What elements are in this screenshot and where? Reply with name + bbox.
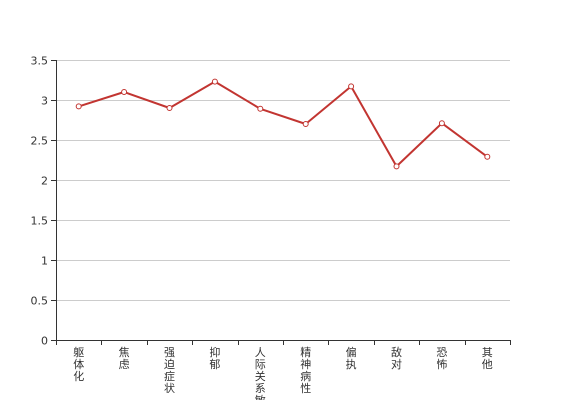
data-point[interactable] xyxy=(484,153,491,160)
y-tick-label: 0 xyxy=(41,335,48,348)
grid-lines xyxy=(56,60,510,301)
y-tick-label: 3 xyxy=(41,95,48,108)
x-tick-label: 精神病性 xyxy=(300,346,311,395)
data-point[interactable] xyxy=(121,89,128,95)
y-tick-label: 3.5 xyxy=(31,55,49,68)
data-points xyxy=(75,78,491,170)
x-tick-label: 焦虑 xyxy=(119,346,130,371)
x-tick-label: 躯体化 xyxy=(73,346,84,383)
series-line-0 xyxy=(77,80,489,168)
axes xyxy=(51,60,511,345)
x-tick-label: 人际关系敏感 xyxy=(255,346,266,400)
y-tick-label: 0.5 xyxy=(31,295,49,308)
y-tick-label: 1.5 xyxy=(31,215,49,228)
data-point[interactable] xyxy=(211,78,218,85)
y-tick-label: 2.5 xyxy=(31,135,49,148)
x-tick-label: 敌对 xyxy=(391,345,402,371)
data-point[interactable] xyxy=(257,105,264,112)
data-point[interactable] xyxy=(302,121,309,127)
data-point[interactable] xyxy=(166,105,173,111)
data-point[interactable] xyxy=(348,83,355,90)
x-tick-label: 恐怖 xyxy=(436,346,447,371)
series-line xyxy=(77,80,489,168)
x-tick-label: 强迫症状 xyxy=(164,346,175,395)
y-tick-label: 2 xyxy=(41,175,48,188)
y-tick-label: 1 xyxy=(41,255,48,268)
x-tick-label: 偏执 xyxy=(346,345,357,371)
x-tick-label: 其他 xyxy=(482,346,493,371)
x-tick-label: 抑郁 xyxy=(209,345,220,371)
data-point[interactable] xyxy=(393,163,400,170)
data-point[interactable] xyxy=(75,103,82,110)
y-tick-labels: 0 0.5 1 1.5 2 2.5 3 3.5 xyxy=(31,55,49,348)
x-tick-labels: 躯体化 焦虑 强迫症状 抑郁 人际关系敏感 精神病性 偏执 敌对 恐怖 其他 xyxy=(73,345,493,404)
data-point[interactable] xyxy=(438,120,445,127)
